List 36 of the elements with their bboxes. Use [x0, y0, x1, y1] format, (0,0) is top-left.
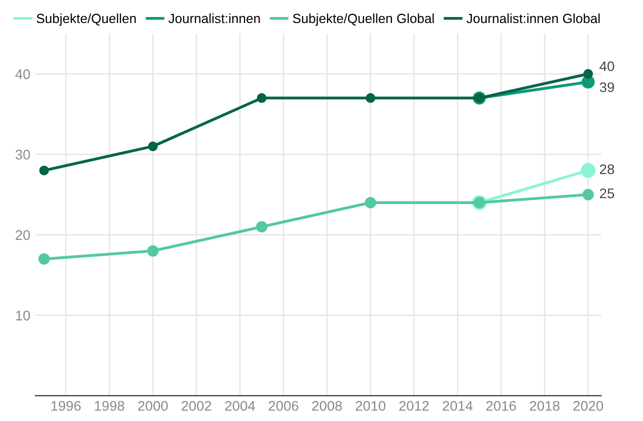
data-label: 28	[600, 164, 614, 174]
legend-label: Subjekte/Quellen	[36, 13, 136, 26]
y-tick-label: 40	[15, 69, 30, 80]
point	[364, 196, 376, 208]
x-tick-label: 2016	[486, 400, 516, 411]
point	[580, 163, 596, 178]
data-label: 25	[600, 188, 614, 198]
point	[147, 245, 159, 257]
point	[582, 188, 594, 200]
x-tick-label: 2000	[138, 400, 168, 411]
x-tick-label: 1998	[94, 400, 124, 411]
x-tick-label: 2014	[442, 400, 473, 411]
x-tick-label: 2006	[268, 400, 298, 411]
x-tick-label: 1996	[51, 400, 81, 411]
point	[583, 69, 594, 79]
y-tick-label: 10	[16, 310, 30, 320]
x-tick-label: 2020	[573, 400, 604, 411]
legend-label: Journalist:innen Global	[466, 13, 600, 24]
x-tick-label: 2012	[399, 400, 429, 411]
x-tick-label: 2010	[356, 400, 386, 411]
point	[148, 141, 158, 152]
point	[256, 221, 268, 232]
point	[366, 93, 376, 103]
legend-label: Journalist:innen	[168, 13, 260, 24]
data-label: 39	[600, 82, 614, 92]
point	[39, 166, 49, 176]
data-label: 40	[600, 61, 614, 72]
x-tick-label: 2004	[225, 400, 255, 411]
y-tick-label: 30	[16, 150, 30, 160]
point	[38, 253, 50, 265]
x-tick-label: 2018	[530, 400, 560, 411]
x-tick-label: 2008	[312, 400, 342, 411]
point	[256, 93, 267, 103]
y-tick-label: 20	[16, 230, 30, 240]
x-tick-label: 2002	[182, 400, 212, 411]
legend-label: Subjekte/Quellen Global	[292, 13, 434, 26]
